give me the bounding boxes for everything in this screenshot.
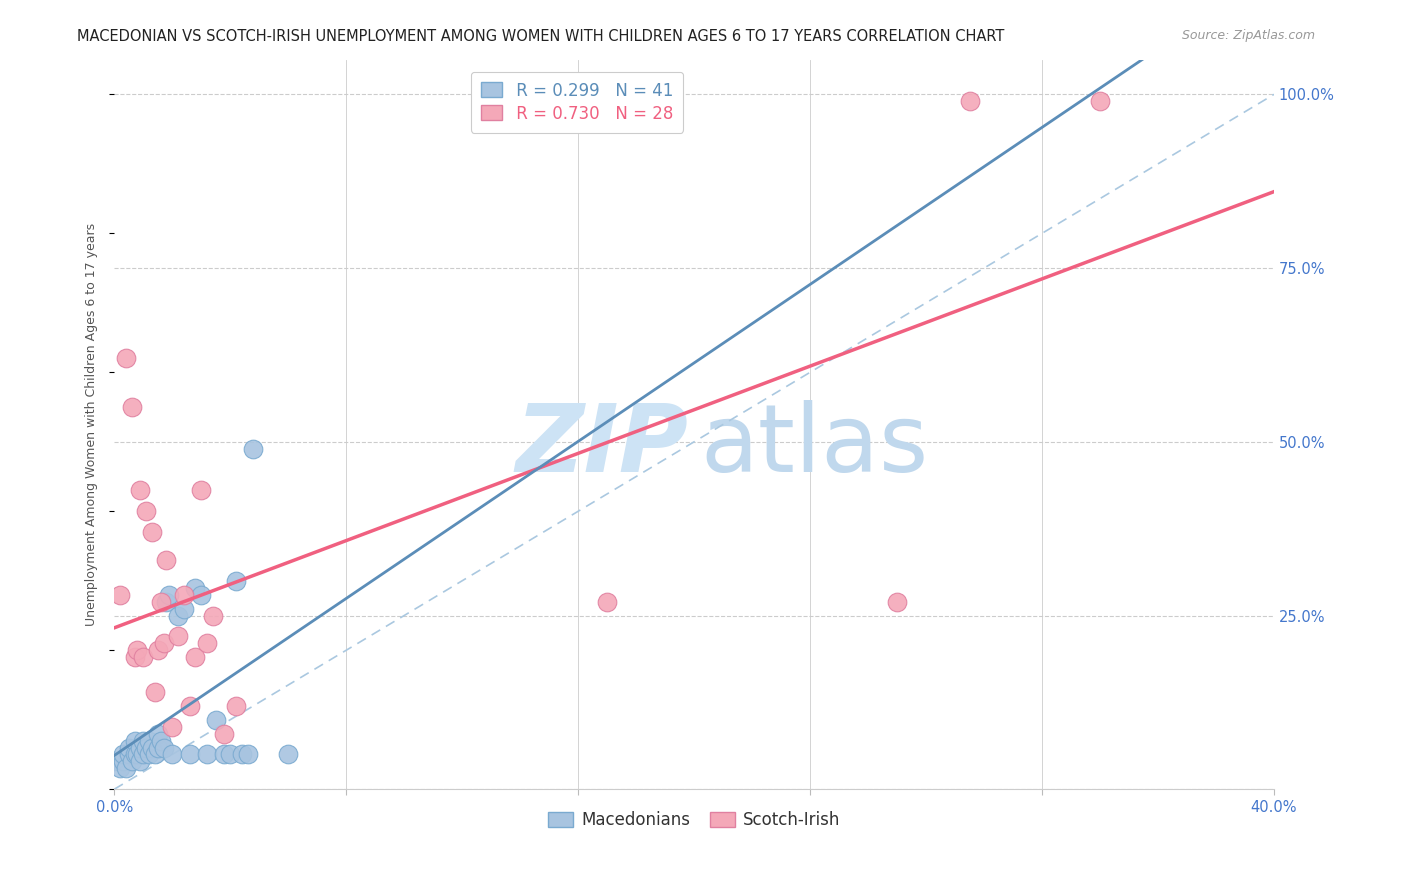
Point	[157, 588, 180, 602]
Point	[124, 747, 146, 762]
Text: ZIP: ZIP	[516, 401, 689, 492]
Point	[118, 747, 141, 762]
Point	[184, 581, 207, 595]
Point	[129, 755, 152, 769]
Point	[132, 733, 155, 747]
Point	[143, 685, 166, 699]
Point	[124, 733, 146, 747]
Point	[152, 740, 174, 755]
Point	[596, 594, 619, 608]
Point	[135, 740, 157, 755]
Point	[108, 588, 131, 602]
Point	[190, 483, 212, 498]
Text: MACEDONIAN VS SCOTCH-IRISH UNEMPLOYMENT AMONG WOMEN WITH CHILDREN AGES 6 TO 17 Y: MACEDONIAN VS SCOTCH-IRISH UNEMPLOYMENT …	[77, 29, 1005, 44]
Point	[152, 636, 174, 650]
Point	[162, 720, 184, 734]
Point	[124, 650, 146, 665]
Point	[141, 525, 163, 540]
Point	[190, 588, 212, 602]
Text: atlas: atlas	[700, 401, 928, 492]
Point	[162, 747, 184, 762]
Point	[121, 400, 143, 414]
Point	[179, 698, 201, 713]
Point	[115, 761, 138, 775]
Point	[118, 740, 141, 755]
Point	[214, 726, 236, 740]
Point	[277, 747, 299, 762]
Point	[146, 740, 169, 755]
Point	[111, 755, 134, 769]
Point	[225, 698, 247, 713]
Point	[155, 594, 177, 608]
Point	[149, 594, 172, 608]
Point	[129, 483, 152, 498]
Point	[155, 553, 177, 567]
Point	[138, 733, 160, 747]
Point	[146, 726, 169, 740]
Point	[225, 574, 247, 588]
Text: Source: ZipAtlas.com: Source: ZipAtlas.com	[1181, 29, 1315, 42]
Y-axis label: Unemployment Among Women with Children Ages 6 to 17 years: Unemployment Among Women with Children A…	[86, 223, 98, 626]
Point	[141, 740, 163, 755]
Point	[195, 747, 218, 762]
Point	[184, 650, 207, 665]
Point	[1088, 95, 1111, 109]
Point	[146, 643, 169, 657]
Point	[115, 351, 138, 366]
Point	[132, 747, 155, 762]
Point	[236, 747, 259, 762]
Point	[242, 442, 264, 456]
Point	[129, 740, 152, 755]
Point	[214, 747, 236, 762]
Point	[111, 747, 134, 762]
Point	[149, 733, 172, 747]
Point	[167, 608, 190, 623]
Point	[179, 747, 201, 762]
Point	[219, 747, 242, 762]
Point	[231, 747, 253, 762]
Legend: Macedonians, Scotch-Irish: Macedonians, Scotch-Irish	[541, 805, 848, 836]
Point	[167, 629, 190, 643]
Point	[886, 594, 908, 608]
Point	[143, 747, 166, 762]
Point	[173, 588, 195, 602]
Point	[132, 650, 155, 665]
Point	[103, 755, 125, 769]
Point	[204, 713, 226, 727]
Point	[108, 761, 131, 775]
Point	[127, 643, 149, 657]
Point	[195, 636, 218, 650]
Point	[201, 608, 224, 623]
Point	[121, 755, 143, 769]
Point	[135, 504, 157, 518]
Point	[959, 95, 981, 109]
Point	[127, 747, 149, 762]
Point	[173, 601, 195, 615]
Point	[138, 747, 160, 762]
